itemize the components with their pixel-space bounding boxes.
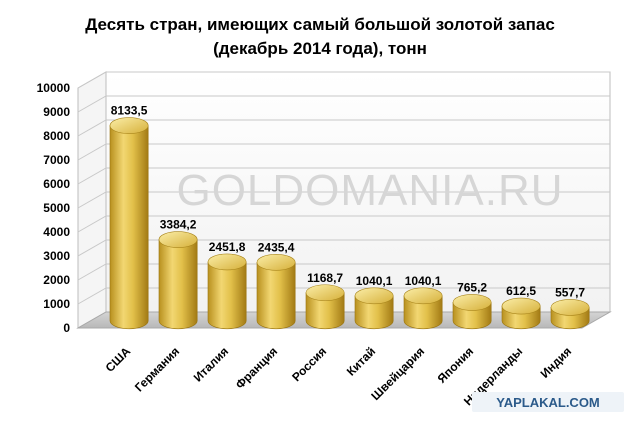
bar [354, 287, 394, 330]
bar-body [109, 125, 149, 330]
y-tick-label: 5000 [43, 201, 70, 215]
bar-top [256, 254, 296, 271]
bars [109, 117, 590, 330]
category-label: Индия [538, 344, 575, 381]
bar-top [550, 299, 590, 316]
data-label: 2435,4 [258, 240, 295, 254]
gridlines [77, 71, 610, 305]
y-axis-ticks: 0 1000 2000 3000 4000 5000 6000 7000 8000 9000 100… [37, 81, 71, 335]
bar [452, 294, 492, 330]
gridline [77, 239, 610, 257]
watermark: GOLDOMANIA.RU [176, 166, 563, 215]
data-label: 2451,8 [209, 240, 246, 254]
y-tick-label: 0 [63, 321, 70, 335]
category-label: Германия [132, 344, 182, 394]
bar-body [256, 262, 296, 330]
data-labels: 8133,5 3384,2 2451,8 2435,4 1168,7 1040,1 1040… [111, 104, 586, 300]
gridline [77, 263, 610, 281]
source-logo-text: YAPLAKAL.COM [496, 395, 600, 410]
category-label: Россия [289, 344, 329, 384]
category-label: Франция [233, 344, 281, 392]
category-label: США [103, 344, 134, 375]
bar-top [158, 231, 198, 248]
gridline [77, 119, 610, 137]
bar [550, 299, 590, 330]
chart-title-group: Десять стран, имеющих самый большой золо… [85, 15, 555, 58]
bar [501, 297, 541, 330]
gridline [77, 167, 610, 185]
bar [256, 254, 296, 330]
y-tick-label: 2000 [43, 273, 70, 287]
y-tick-label: 4000 [43, 225, 70, 239]
gridline [77, 143, 610, 161]
bar [305, 284, 345, 330]
data-label: 557,7 [555, 285, 585, 299]
category-label: Италия [191, 344, 231, 384]
bar-body [305, 292, 345, 330]
gridline [77, 215, 610, 233]
data-label: 1168,7 [307, 271, 343, 285]
bar-body [207, 261, 247, 330]
y-tick-label: 6000 [43, 177, 70, 191]
y-tick-label: 10000 [37, 81, 71, 95]
y-tick-label: 9000 [43, 105, 70, 119]
bar-top [501, 297, 541, 315]
y-tick-label: 3000 [43, 249, 70, 263]
bar [109, 117, 149, 330]
gridline [77, 71, 610, 89]
bar-top [207, 253, 247, 271]
bar-top [305, 284, 345, 302]
y-tick-label: 1000 [43, 297, 70, 311]
data-label: 3384,2 [160, 218, 197, 232]
gridline [77, 95, 610, 113]
bar [207, 253, 247, 330]
source-logo: YAPLAKAL.COM [472, 392, 624, 412]
bar-top [452, 294, 492, 311]
gridline [77, 287, 610, 305]
bar-body [158, 239, 198, 330]
data-label: 765,2 [457, 280, 487, 294]
bar-body [354, 295, 394, 330]
y-tick-label: 7000 [43, 153, 70, 167]
chart-title: Десять стран, имеющих самый большой золо… [85, 15, 555, 34]
bar [403, 287, 443, 330]
category-label: Япония [435, 344, 477, 386]
gridline [77, 191, 610, 209]
bar-body [403, 295, 443, 330]
data-label: 612,5 [506, 284, 536, 298]
bar-top [354, 287, 394, 305]
bar [158, 231, 198, 330]
chart-subtitle: (декабрь 2014 года), тонн [213, 39, 427, 58]
data-label: 8133,5 [111, 104, 148, 118]
category-label: Китай [344, 344, 378, 378]
bar-top [403, 287, 443, 305]
category-label: Швейцария [368, 344, 427, 403]
bar-top [109, 117, 149, 134]
data-label: 1040,1 [405, 274, 442, 288]
data-label: 1040,1 [356, 274, 393, 288]
y-tick-label: 8000 [43, 129, 70, 143]
